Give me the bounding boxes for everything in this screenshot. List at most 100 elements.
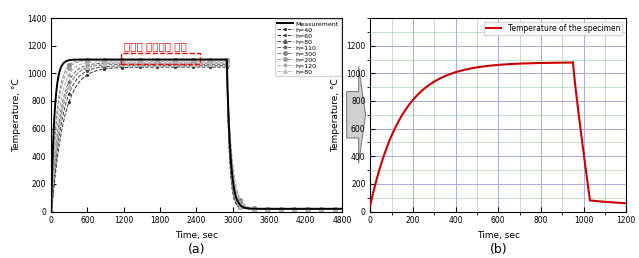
- h=200: [284, 207, 292, 210]
- h=300: [262, 207, 270, 210]
- Y-axis label: Temperature, °C: Temperature, °C: [12, 78, 21, 152]
- h=110: [338, 207, 346, 210]
- h=60: [249, 207, 256, 210]
- h=110: [266, 207, 273, 210]
- Text: 장시간 열평형을 유지: 장시간 열평형을 유지: [124, 41, 187, 51]
- h=120: [284, 207, 292, 210]
- h=120: [262, 207, 270, 210]
- h=200: [135, 59, 142, 62]
- h=40: [266, 207, 273, 210]
- h=80: [210, 62, 218, 65]
- Temperature of the specimen: [441, 75, 449, 78]
- h=80: [47, 214, 55, 217]
- h=300: [338, 207, 346, 210]
- h=80: [47, 215, 55, 218]
- h=60: [135, 64, 142, 67]
- h=80: [249, 207, 256, 210]
- Measurement: [210, 58, 218, 61]
- Temperature of the specimen: [556, 61, 564, 64]
- Y-axis label: Temperature, °C: Temperature, °C: [332, 78, 341, 152]
- Line: Measurement: Measurement: [51, 60, 342, 212]
- h=120: [338, 207, 346, 210]
- Text: (a): (a): [188, 243, 205, 255]
- h=60: [210, 64, 218, 67]
- h=40: [284, 207, 292, 210]
- h=40: [199, 66, 206, 69]
- Line: h=40: h=40: [49, 65, 344, 221]
- Line: h=80: h=80: [49, 63, 344, 218]
- h=80: [262, 207, 270, 210]
- h=300: [249, 206, 256, 209]
- h=40: [210, 66, 218, 69]
- h=60: [199, 64, 206, 67]
- Polygon shape: [347, 67, 366, 163]
- Line: h=200: h=200: [49, 59, 344, 214]
- h=200: [338, 207, 346, 210]
- Line: h=110: h=110: [49, 61, 344, 217]
- h=80: [338, 207, 346, 210]
- Temperature of the specimen: [518, 62, 526, 65]
- Measurement: [135, 58, 142, 61]
- h=40: [47, 217, 55, 221]
- Line: h=300: h=300: [49, 58, 344, 213]
- h=60: [284, 207, 292, 210]
- h=300: [199, 58, 206, 61]
- h=110: [47, 213, 55, 216]
- h=110: [199, 61, 206, 64]
- h=120: [249, 207, 256, 210]
- Measurement: [284, 207, 292, 210]
- Measurement: [249, 207, 256, 210]
- h=200: [210, 59, 218, 62]
- h=300: [210, 58, 218, 61]
- h=60: [47, 216, 55, 219]
- h=80: [266, 207, 273, 210]
- X-axis label: Time, sec: Time, sec: [477, 231, 520, 240]
- h=300: [266, 207, 273, 210]
- h=110: [249, 207, 256, 210]
- h=200: [266, 207, 273, 210]
- h=40: [338, 207, 346, 210]
- h=80: [266, 207, 273, 210]
- h=40: [135, 66, 142, 69]
- h=60: [262, 207, 270, 210]
- h=60: [266, 207, 273, 210]
- Temperature of the specimen: [622, 202, 630, 205]
- h=80: [249, 207, 256, 210]
- h=200: [262, 207, 270, 210]
- Temperature of the specimen: [391, 127, 399, 130]
- Temperature of the specimen: [374, 173, 382, 176]
- Temperature of the specimen: [367, 203, 374, 206]
- h=110: [262, 207, 270, 210]
- Legend: Temperature of the specimen: Temperature of the specimen: [484, 22, 622, 35]
- h=120: [199, 60, 206, 63]
- h=110: [135, 61, 142, 64]
- h=40: [249, 207, 256, 210]
- X-axis label: Time, sec: Time, sec: [175, 231, 218, 240]
- h=200: [249, 207, 256, 210]
- h=80: [135, 63, 142, 66]
- h=80: [284, 207, 292, 210]
- h=120: [135, 60, 142, 63]
- h=300: [47, 210, 55, 213]
- h=200: [199, 59, 206, 62]
- Legend: Measurement, h=40, h=60, h=80, h=110, h=300, h=200, h=120, h=80: Measurement, h=40, h=60, h=80, h=110, h=…: [275, 19, 341, 76]
- h=80: [199, 62, 206, 65]
- h=60: [338, 207, 346, 210]
- Measurement: [47, 210, 55, 213]
- h=300: [284, 207, 292, 210]
- Line: h=60: h=60: [49, 64, 344, 220]
- h=300: [135, 58, 142, 61]
- Temperature of the specimen: [569, 61, 577, 64]
- h=80: [338, 207, 346, 210]
- Line: h=120: h=120: [49, 60, 344, 215]
- h=110: [210, 61, 218, 64]
- h=80: [284, 207, 292, 210]
- Measurement: [262, 207, 270, 210]
- Temperature of the specimen: [445, 73, 452, 76]
- h=80: [210, 63, 218, 66]
- h=120: [47, 212, 55, 215]
- h=80: [262, 207, 270, 210]
- h=40: [262, 207, 270, 210]
- Measurement: [173, 58, 180, 61]
- Text: (b): (b): [489, 243, 507, 255]
